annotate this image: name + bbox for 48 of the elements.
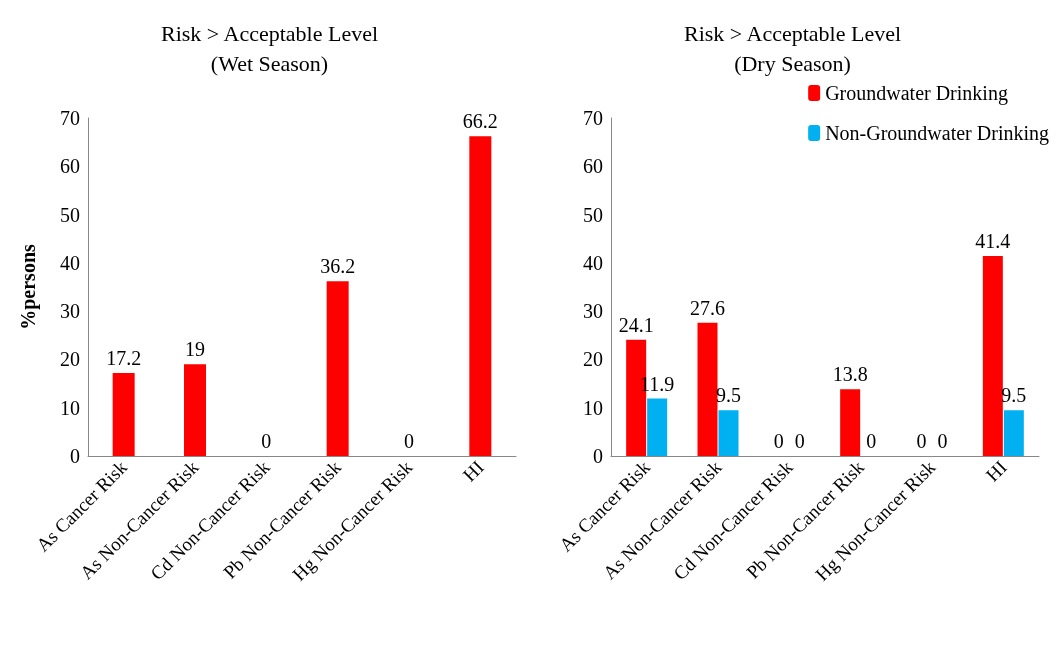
- bar: [697, 322, 718, 456]
- data-label: 27.6: [690, 296, 725, 319]
- bar: [326, 281, 349, 456]
- x-tick-label: HI: [981, 456, 1011, 486]
- bar: [112, 372, 135, 456]
- bar: [840, 389, 861, 456]
- legend-label: Groundwater Drinking: [825, 82, 1008, 105]
- y-tick-label: 40: [60, 251, 80, 274]
- y-tick-label: 50: [583, 203, 603, 226]
- data-label: 0: [916, 430, 927, 452]
- y-tick-label: 30: [60, 300, 80, 323]
- bar: [647, 398, 668, 456]
- data-label: 0: [937, 430, 948, 452]
- data-label: 36.2: [320, 255, 356, 278]
- y-tick-label: 10: [583, 396, 603, 419]
- data-label: 0: [261, 430, 272, 452]
- bar: [718, 410, 739, 456]
- y-tick-label: 20: [60, 348, 80, 371]
- chart-title: Risk > Acceptable Level (Dry Season): [683, 20, 902, 76]
- data-label: 0: [794, 430, 805, 452]
- y-tick-label: 0: [70, 445, 80, 467]
- data-label: 0: [866, 430, 877, 452]
- y-tick-label: 0: [593, 445, 603, 467]
- y-tick-label: 50: [60, 203, 80, 226]
- bar: [184, 364, 206, 456]
- data-label: 19: [185, 338, 205, 361]
- y-tick-label: 10: [60, 396, 80, 419]
- data-label: 0: [404, 430, 414, 452]
- y-tick-label: 70: [583, 107, 603, 129]
- data-label: 17.2: [106, 346, 142, 369]
- y-tick-label: 20: [583, 348, 603, 371]
- bar: [982, 256, 1003, 456]
- data-label: 13.8: [832, 363, 868, 386]
- legend-label: Non-Groundwater Drinking: [825, 122, 1050, 145]
- bar: [469, 136, 492, 456]
- data-label: 41.4: [975, 230, 1011, 253]
- bar: [1003, 410, 1024, 456]
- x-tick-label: HI: [458, 456, 488, 486]
- y-tick-label: 70: [60, 107, 80, 129]
- chart-title: Risk > Acceptable Level (Wet Season): [160, 20, 379, 76]
- y-axis-title: %persons: [17, 244, 40, 330]
- y-tick-label: 30: [583, 300, 603, 323]
- data-label: 0: [773, 430, 784, 452]
- data-label: 24.1: [618, 313, 654, 336]
- y-tick-label: 60: [60, 155, 80, 178]
- y-tick-label: 60: [583, 155, 603, 178]
- data-label: 66.2: [462, 110, 498, 133]
- y-tick-label: 40: [583, 251, 603, 274]
